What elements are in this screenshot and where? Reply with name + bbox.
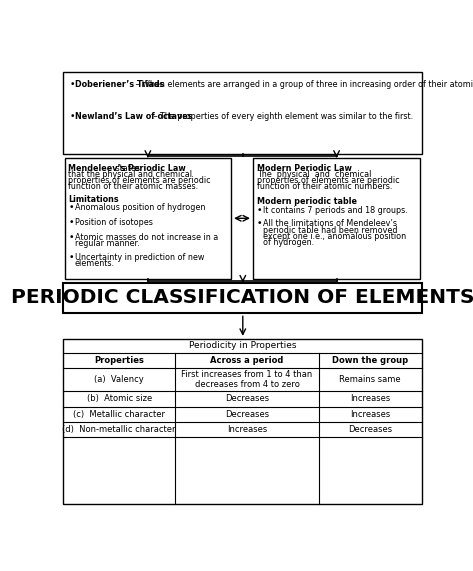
Text: •: • (69, 232, 74, 242)
Text: Modern Periodic Law: Modern Periodic Law (257, 164, 351, 173)
Text: It contains 7 periods and 18 groups.: It contains 7 periods and 18 groups. (263, 206, 408, 215)
Text: •: • (69, 218, 74, 227)
Text: •: • (257, 219, 262, 228)
Text: Modern periodic table: Modern periodic table (257, 197, 357, 206)
Text: •: • (69, 203, 74, 212)
Text: that the physical and chemical: that the physical and chemical (69, 170, 193, 179)
Text: elements.: elements. (75, 259, 114, 268)
Text: properties of elements are periodic: properties of elements are periodic (69, 176, 211, 186)
Text: states: states (114, 164, 140, 173)
Text: Periodicity in Properties: Periodicity in Properties (189, 341, 296, 350)
Text: periodic table had been removed: periodic table had been removed (263, 226, 397, 235)
Text: Limitations: Limitations (69, 195, 119, 204)
Text: (a)  Valency: (a) Valency (94, 375, 144, 384)
Text: All the limitations of Mendeleev’s: All the limitations of Mendeleev’s (263, 219, 397, 228)
Text: •: • (257, 206, 262, 215)
Bar (253, 158, 420, 279)
Text: of hydrogen.: of hydrogen. (263, 238, 314, 247)
Text: – The properties of every eighth element was similar to the first.: – The properties of every eighth element… (151, 112, 413, 122)
Text: Newland’s Law of octaves: Newland’s Law of octaves (75, 112, 193, 122)
Text: Doberiener’s Triads: Doberiener’s Triads (75, 80, 165, 89)
Bar (63, 339, 422, 504)
Text: Increases: Increases (350, 410, 390, 419)
Text: (b)  Atomic size: (b) Atomic size (87, 395, 152, 403)
Text: function of their atomic masses.: function of their atomic masses. (69, 183, 199, 191)
Text: Decreases: Decreases (348, 425, 392, 434)
Text: regular manner.: regular manner. (75, 239, 139, 248)
Text: (c)  Metallic character: (c) Metallic character (73, 410, 165, 419)
Text: Remains same: Remains same (340, 375, 401, 384)
Text: Uncertainty in prediction of new: Uncertainty in prediction of new (75, 254, 204, 262)
Text: Decreases: Decreases (225, 410, 269, 419)
Text: PERIODIC CLASSIFICATION OF ELEMENTS: PERIODIC CLASSIFICATION OF ELEMENTS (11, 288, 473, 307)
Text: Properties: Properties (94, 356, 144, 365)
Text: except one i.e., anomalous position: except one i.e., anomalous position (263, 232, 406, 241)
Text: •: • (69, 112, 75, 122)
Text: Across a period: Across a period (210, 356, 284, 365)
Text: •: • (69, 80, 75, 89)
Text: – When elements are arranged in a group of three in increasing order of their at: – When elements are arranged in a group … (133, 80, 473, 89)
Text: (d)  Non-metallic character: (d) Non-metallic character (62, 425, 176, 434)
Text: Atomic masses do not increase in a: Atomic masses do not increase in a (75, 232, 218, 242)
Text: Anomalous position of hydrogen: Anomalous position of hydrogen (75, 203, 205, 212)
Text: properties of elements are periodic: properties of elements are periodic (257, 176, 399, 186)
Text: Position of isotopes: Position of isotopes (75, 218, 152, 227)
Text: Down the group: Down the group (332, 356, 408, 365)
Text: function of their atomic numbers.: function of their atomic numbers. (257, 183, 392, 191)
Text: The  physical  and  chemical: The physical and chemical (257, 170, 371, 179)
Text: Decreases: Decreases (225, 395, 269, 403)
Text: •: • (69, 254, 74, 262)
Text: Increases: Increases (227, 425, 267, 434)
Text: First increases from 1 to 4 than
decreases from 4 to zero: First increases from 1 to 4 than decreas… (182, 370, 313, 389)
Bar (63, 73, 422, 154)
Text: Increases: Increases (350, 395, 390, 403)
Text: Mendeleev’s Periodic Law: Mendeleev’s Periodic Law (69, 164, 186, 173)
Bar (64, 158, 231, 279)
Bar (63, 283, 422, 313)
